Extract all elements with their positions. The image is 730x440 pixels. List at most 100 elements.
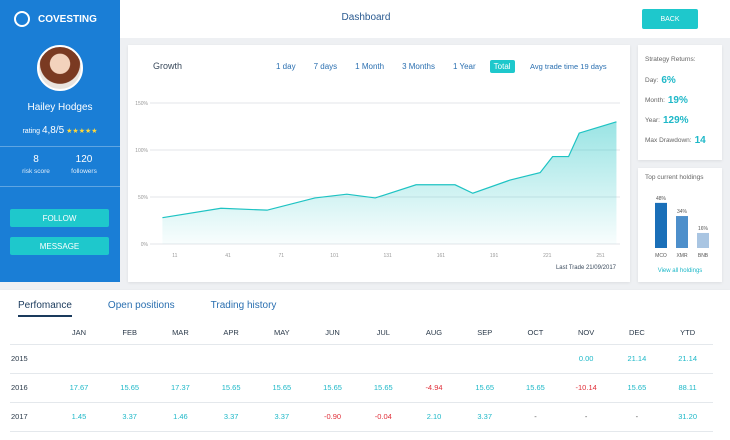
holdings-card [638, 168, 722, 282]
empty-cell [307, 344, 358, 374]
section-tab[interactable]: Trading history [210, 300, 277, 311]
avg-trade-time: Avg trade time 19 days [530, 62, 607, 71]
header-cell: FEB [104, 322, 156, 345]
header-cell: MAR [155, 322, 206, 345]
growth-card [128, 45, 630, 282]
section-tab[interactable]: Perfomance [18, 300, 72, 317]
header-row: JAN FEB MAR APR MAY JUN JUL AUG SEP OCT NOV DEC YTD [10, 322, 713, 345]
header-cell: MAY [256, 322, 308, 345]
header-cell: JUL [357, 322, 409, 345]
value-cell: 31.20 [662, 402, 713, 432]
value-cell: 17.67 [53, 373, 105, 403]
value-cell: 15.65 [459, 373, 511, 403]
value-cell: -0.04 [357, 402, 409, 432]
header-cell: JUN [307, 322, 358, 345]
value-cell: 21.14 [662, 344, 713, 374]
strategy-row: Max Drawdown: 14 [645, 130, 721, 150]
sidebar: COVESTING Hailey Hodges rating 4,8/5 ★★★… [0, 0, 120, 282]
value-cell: 0.00 [560, 344, 612, 374]
section-tab[interactable]: Open positions [107, 300, 175, 311]
divider [0, 186, 120, 187]
range-tab[interactable]: 1 Month [355, 62, 385, 71]
value-cell: 15.65 [256, 373, 308, 403]
strategy-value: 14 [694, 134, 706, 146]
value-cell: 15.65 [104, 373, 156, 403]
range-tab[interactable]: 1 Year [452, 62, 476, 71]
value-cell: 3.37 [459, 402, 511, 432]
value-cell: -10.14 [560, 373, 612, 403]
empty-cell [459, 344, 511, 374]
table-row: 2016 17.67 15.65 17.37 15.65 15.65 15.65 15.65-… [10, 373, 713, 403]
last-trade: Last Trade 21/09/2017 [555, 265, 616, 271]
header-cell: DEC [611, 322, 663, 345]
empty-cell [510, 344, 561, 374]
top-bar [120, 0, 730, 38]
year-cell: 2016 [10, 373, 54, 403]
value-cell: 15.65 [611, 373, 663, 403]
strategy-row: Month: 19% [645, 90, 721, 110]
table-row: 2015 0.00 21.14 21.14 [10, 344, 713, 374]
rating-stars: ★★★★★ [66, 128, 98, 135]
logo: COVESTING [38, 14, 97, 25]
divider [0, 146, 120, 147]
value-cell: 3.37 [104, 402, 156, 432]
header-cell: APR [205, 322, 257, 345]
strategy-value: 129% [662, 114, 689, 126]
strategy-value: 19% [667, 94, 688, 106]
year-cell: 2017 [10, 402, 54, 432]
header-cell: JAN [53, 322, 105, 345]
strategy-card [638, 45, 722, 160]
message-button[interactable]: MESSAGE [10, 237, 109, 255]
strategy-label: Max Drawdown: [645, 136, 692, 144]
range-tab[interactable]: Total [489, 60, 515, 73]
strategy-label: Month: [645, 96, 665, 104]
value-cell: 15.65 [510, 373, 561, 403]
follow-button[interactable]: FOLLOW [10, 209, 109, 227]
holdings-link[interactable]: View all holdings [657, 268, 703, 274]
growth-title: Growth [153, 61, 183, 71]
strategy-label: Year: [645, 116, 660, 124]
range-tab[interactable]: 1 day [276, 62, 296, 71]
value-cell: 2.10 [408, 402, 460, 432]
year-cell: 2015 [10, 344, 54, 374]
header-cell: SEP [459, 322, 511, 345]
rating-value: 4,8/5 [41, 125, 65, 136]
range-tabs: 1 day 7 days 1 Month 3 Months 1 Year Total [272, 60, 515, 73]
stat-value: 8 [33, 154, 39, 165]
empty-cell [205, 344, 257, 374]
empty-cell [408, 344, 460, 374]
range-tab[interactable]: 7 days [313, 62, 338, 71]
range-tab[interactable]: 3 Months [402, 62, 435, 71]
rating-label: rating [22, 128, 40, 135]
header-cell: OCT [510, 322, 561, 345]
header-cell: AUG [408, 322, 460, 345]
value-cell: 17.37 [155, 373, 206, 403]
logo-icon [14, 11, 30, 27]
value-cell: - [611, 402, 663, 432]
empty-cell [155, 344, 206, 374]
page-title: Dashboard [341, 12, 391, 23]
strategy-label: Day: [645, 76, 659, 84]
empty-cell [53, 344, 105, 374]
back-button[interactable]: BACK [642, 9, 698, 29]
value-cell: - [560, 402, 612, 432]
header-cell: NOV [560, 322, 612, 345]
stat-value: 120 [75, 154, 93, 165]
strategy-list: Day: 6% Month: 19% Year: 129% Max Drawdown: 14 [645, 70, 721, 150]
value-cell: 1.46 [155, 402, 206, 432]
avatar [37, 45, 83, 91]
strategy-value: 6% [661, 74, 676, 86]
value-cell: -4.94 [408, 373, 460, 403]
empty-cell [256, 344, 308, 374]
value-cell: 88.11 [662, 373, 713, 403]
table-row: 2017 1.45 3.37 1.46 3.37 3.37 -0.90 -0.04 2.10 3.… [10, 402, 713, 432]
strategy-row: Day: 6% [645, 70, 721, 90]
value-cell: 3.37 [256, 402, 308, 432]
user-name: Hailey Hodges [27, 102, 93, 113]
value-cell: 1.45 [53, 402, 105, 432]
value-cell: -0.90 [307, 402, 358, 432]
value-cell: 15.65 [205, 373, 257, 403]
value-cell: 3.37 [205, 402, 257, 432]
stat-label: followers [71, 168, 97, 175]
